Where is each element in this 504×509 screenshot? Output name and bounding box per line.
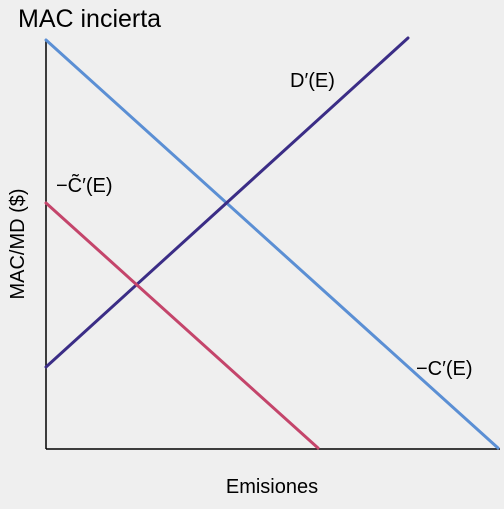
- x-axis-label: Emisiones: [226, 476, 318, 498]
- diagram-title: MAC incierta: [18, 5, 161, 33]
- y-axis-label: MAC/MD ($): [7, 188, 29, 299]
- damage-curve-label: D′(E): [290, 70, 335, 92]
- cost-curve: [44, 38, 500, 450]
- cost-curve-label: −C′(E): [416, 358, 473, 380]
- uncertain-cost-curve: [44, 201, 320, 450]
- uncertain-cost-curve-label: −C̃′(E): [56, 174, 113, 197]
- damage-curve: [44, 36, 410, 369]
